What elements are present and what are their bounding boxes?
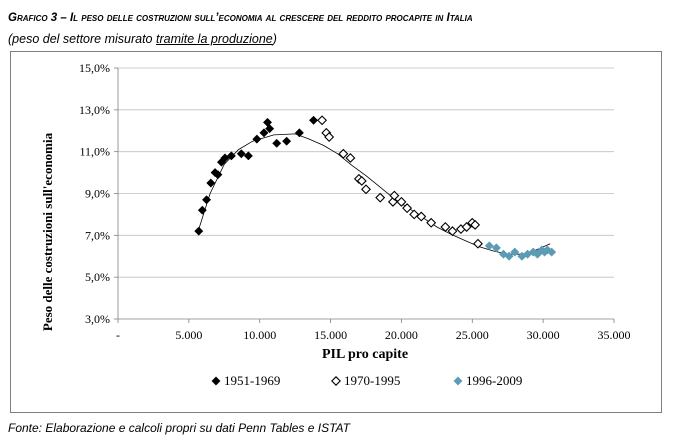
axes — [114, 67, 615, 323]
data-point — [361, 184, 371, 195]
x-tick-label: 10.000 — [243, 328, 276, 342]
data-point — [389, 190, 400, 201]
data-point — [206, 178, 216, 188]
data-point — [243, 151, 253, 161]
data-point — [226, 151, 236, 161]
chart-frame: 3,0% 5,0% 7,0% 9,0% 11,0% 13,0% 15,0% - 5.000 10… — [10, 51, 662, 413]
data-point — [396, 196, 407, 207]
data-point — [282, 136, 292, 146]
x-tick-label: - — [116, 328, 120, 342]
data-point — [236, 149, 246, 159]
data-point — [547, 247, 557, 257]
x-tick-label: 15.000 — [314, 328, 347, 342]
gridlines — [118, 67, 614, 278]
subtitle-prefix: (peso del settore misurato — [8, 32, 156, 46]
y-tick-label: 13,0% — [79, 103, 110, 117]
subtitle-underlined: tramite la produzione — [156, 32, 273, 46]
data-point — [265, 124, 275, 134]
x-tick-label: 30.000 — [527, 328, 560, 342]
series-1996-2009 — [484, 241, 557, 261]
y-tick-label: 9,0% — [85, 187, 110, 201]
data-point — [194, 226, 204, 236]
figure-source: Fonte: Elaborazione e calcoli propri su … — [8, 421, 350, 435]
data-point — [272, 138, 282, 148]
legend-label: 1970-1995 — [344, 373, 400, 388]
x-tick-label: 5.000 — [175, 328, 202, 342]
data-point — [294, 128, 304, 138]
data-point — [213, 170, 223, 180]
data-point — [416, 211, 427, 222]
data-point — [345, 152, 356, 163]
legend-marker — [331, 376, 341, 386]
data-point — [510, 247, 520, 257]
series-1970-1995 — [317, 115, 483, 249]
y-tick-label: 7,0% — [85, 228, 110, 242]
y-tick-label: 15,0% — [79, 61, 110, 75]
data-point — [402, 203, 413, 214]
y-axis-label: Peso delle costruzioni sull'economia — [40, 132, 55, 331]
data-point — [426, 217, 437, 228]
legend-label: 1996-2009 — [466, 373, 522, 388]
data-point — [356, 175, 367, 186]
data-point — [484, 241, 494, 251]
data-point — [309, 115, 319, 125]
data-point — [472, 238, 483, 249]
legend-label: 1951-1969 — [224, 373, 280, 388]
data-point — [491, 243, 501, 253]
trendline — [198, 133, 551, 255]
y-tick-labels: 3,0% 5,0% 7,0% 9,0% 11,0% 13,0% 15,0% — [79, 61, 110, 326]
data-point — [317, 115, 328, 126]
y-tick-label: 3,0% — [85, 312, 110, 326]
x-tick-labels: - 5.000 10.000 15.000 20.000 25.000 30.000 35.0… — [116, 328, 631, 342]
x-tick-label: 35.000 — [598, 328, 631, 342]
data-point — [528, 247, 538, 257]
data-point — [338, 148, 349, 159]
x-tick-label: 20.000 — [385, 328, 418, 342]
data-point — [324, 132, 335, 143]
scatter-chart: 3,0% 5,0% 7,0% 9,0% 11,0% 13,0% 15,0% - 5.000 10… — [40, 61, 631, 388]
figure-subtitle: (peso del settore misurato tramite la pr… — [8, 32, 277, 46]
data-point — [409, 209, 420, 220]
subtitle-suffix: ) — [272, 32, 277, 46]
data-point — [259, 128, 269, 138]
data-points — [194, 115, 557, 261]
legend: 1951-1969 1970-1995 1996-2009 — [211, 373, 522, 388]
series-1951-1969 — [194, 115, 319, 236]
legend-marker — [453, 376, 463, 386]
data-point — [375, 192, 386, 203]
legend-marker — [211, 376, 221, 386]
y-tick-label: 5,0% — [85, 270, 110, 284]
data-point — [461, 221, 472, 232]
data-point — [252, 134, 262, 144]
figure-title: Grafico 3 – Il peso delle costruzioni su… — [8, 12, 473, 24]
x-tick-label: 25.000 — [456, 328, 489, 342]
x-axis-label: PIL pro capite — [322, 347, 408, 362]
data-point — [470, 219, 481, 230]
data-point — [197, 205, 207, 215]
data-point — [504, 251, 514, 261]
y-tick-label: 11,0% — [79, 145, 110, 159]
data-point — [447, 226, 458, 237]
data-point — [440, 221, 451, 232]
data-point — [202, 195, 212, 205]
